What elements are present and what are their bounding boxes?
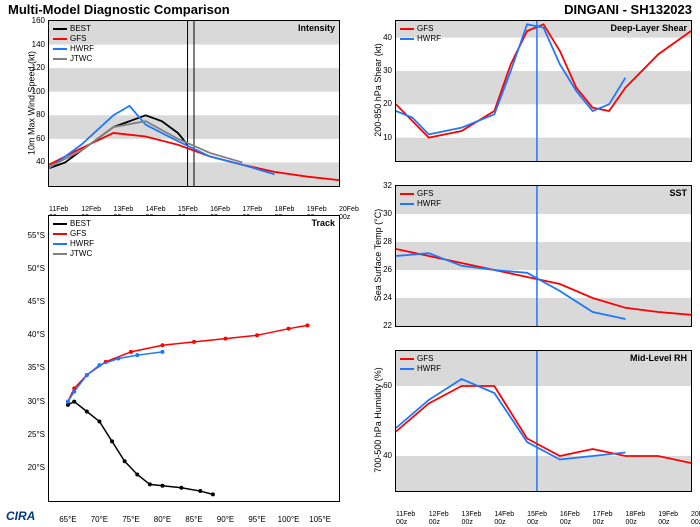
track-panel: TrackBESTGFSHWRFJTWC20°S25°S30°S35°S40°S… (48, 215, 340, 502)
legend: GFSHWRF (400, 189, 441, 209)
legend-item: GFS (53, 34, 94, 44)
main-title: Multi-Model Diagnostic Comparison (8, 2, 230, 17)
panel-title: SST (669, 188, 687, 198)
legend-item: BEST (53, 24, 94, 34)
y-axis-ticks: 20°S25°S30°S35°S40°S45°S50°S55°S (27, 216, 47, 501)
intensity-panel: Intensity10m Max Wind Speed (kt)16014012… (48, 20, 340, 187)
panel-title: Intensity (298, 23, 335, 33)
legend-item: HWRF (53, 44, 94, 54)
legend: BESTGFSHWRFJTWC (53, 24, 94, 64)
y-axis-ticks: 40302010 (374, 21, 394, 161)
legend: GFSHWRF (400, 354, 441, 374)
panel-title: Track (311, 218, 335, 228)
cira-logo: CIRA (6, 509, 35, 523)
legend-item: GFS (400, 189, 441, 199)
panel-title: Deep-Layer Shear (610, 23, 687, 33)
sst-panel: SSTSea Surface Temp (°C)323028262422GFSH… (395, 185, 692, 327)
legend-item: HWRF (400, 199, 441, 209)
deep-layer-shear-panel: Deep-Layer Shear200-850 hPa Shear (kt)40… (395, 20, 692, 162)
mid-level-rh-panel: Mid-Level RH700-500 hPa Humidity (%)6040… (395, 350, 692, 492)
y-axis-ticks: 160140120100806040 (27, 21, 47, 186)
legend-item: HWRF (400, 364, 441, 374)
storm-title: DINGANI - SH132023 (564, 2, 692, 17)
root-container: Multi-Model Diagnostic Comparison DINGAN… (0, 0, 700, 525)
legend-item: HWRF (400, 34, 441, 44)
legend-item: JTWC (53, 54, 94, 64)
legend-item: GFS (400, 354, 441, 364)
y-axis-ticks: 323028262422 (374, 186, 394, 326)
y-axis-ticks: 6040 (374, 351, 394, 491)
legend: BESTGFSHWRFJTWC (53, 219, 94, 259)
legend: GFSHWRF (400, 24, 441, 44)
panel-title: Mid-Level RH (630, 353, 687, 363)
legend-item: GFS (400, 24, 441, 34)
